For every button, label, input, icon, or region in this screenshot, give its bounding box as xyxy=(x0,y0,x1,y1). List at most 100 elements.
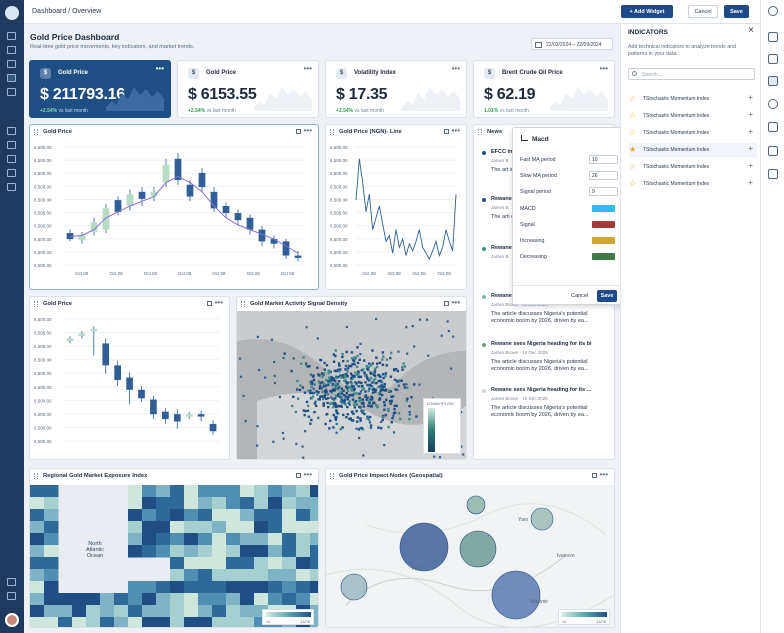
close-icon[interactable]: × xyxy=(748,25,754,36)
density-point xyxy=(393,378,397,382)
density-point xyxy=(338,395,342,399)
more-icon[interactable]: ••• xyxy=(599,64,608,73)
more-icon[interactable]: ••• xyxy=(451,126,460,135)
expand-icon[interactable] xyxy=(296,129,301,134)
gold-price-line-panel[interactable]: Gold Price (NGN)- Line ••• 6,500.00 6,500… xyxy=(325,124,467,290)
grid-icon[interactable] xyxy=(7,127,16,135)
drag-handle-icon[interactable] xyxy=(241,301,245,307)
expand-icon[interactable] xyxy=(444,301,449,306)
region-cell xyxy=(282,557,297,570)
grid-icon[interactable] xyxy=(7,60,16,68)
drag-handle-icon[interactable] xyxy=(34,473,38,479)
indicator-item[interactable]: ☆ TStochastic Momentum Index + xyxy=(629,93,753,103)
bubble-map-panel[interactable]: Gold Price Impact Nodes (Geospatial) •••… xyxy=(325,468,615,628)
drag-handle-icon[interactable] xyxy=(478,129,482,135)
density-point xyxy=(296,379,299,383)
grid-icon[interactable] xyxy=(7,141,16,149)
candle-body xyxy=(282,241,290,256)
grid-icon[interactable] xyxy=(7,88,16,96)
region-cell xyxy=(310,569,318,582)
gold-price-candle-panel-2[interactable]: Gold Price ••• 6,500.00 6,500.00 6,500.00 6… xyxy=(29,296,230,460)
increasing-color-swatch[interactable] xyxy=(592,237,615,244)
density-point xyxy=(408,417,411,421)
density-point xyxy=(371,362,374,365)
indicator-item[interactable]: ☆ TStochastic Momentum Index + xyxy=(629,161,753,171)
fast-ma-input[interactable]: 10 xyxy=(589,155,618,164)
slow-ma-input[interactable]: 26 xyxy=(589,171,618,180)
list-icon[interactable] xyxy=(768,169,778,179)
density-point xyxy=(310,418,313,422)
choropleth-map-panel[interactable]: Regional Gold Market Exposure Index ••• … xyxy=(29,468,319,628)
hierarchy-icon[interactable] xyxy=(768,122,778,132)
region-cell xyxy=(226,545,241,558)
region-cell xyxy=(128,581,143,594)
expand-icon[interactable] xyxy=(207,301,212,306)
grid-icon[interactable] xyxy=(7,46,16,54)
grid-icon[interactable] xyxy=(7,578,16,586)
grid-icon[interactable] xyxy=(7,592,16,600)
density-point xyxy=(273,360,276,364)
candle-body xyxy=(294,255,302,258)
grid-icon[interactable] xyxy=(7,32,16,40)
indicator-item[interactable]: ☆ TStochastic Momentum Index + xyxy=(629,127,753,137)
indicator-search-input[interactable]: Search... xyxy=(628,68,755,80)
drag-handle-icon[interactable] xyxy=(34,129,38,135)
more-icon[interactable]: ••• xyxy=(303,126,312,135)
more-icon[interactable]: ••• xyxy=(599,470,608,479)
region-cell xyxy=(170,533,185,546)
kpi-card[interactable]: $ Brent Crude Oil Price ••• $ 62.19 1.01… xyxy=(473,60,615,118)
cancel-button[interactable]: Cancel xyxy=(688,5,718,18)
grid-icon[interactable] xyxy=(7,155,16,163)
more-icon[interactable]: ••• xyxy=(451,298,460,307)
density-point xyxy=(381,358,384,361)
drag-handle-icon[interactable] xyxy=(330,129,334,135)
more-icon[interactable]: ••• xyxy=(303,470,312,479)
grid-icon[interactable] xyxy=(7,169,16,177)
signal-color-swatch[interactable] xyxy=(592,221,615,228)
region-cell xyxy=(310,545,318,558)
more-icon[interactable]: ••• xyxy=(214,298,223,307)
save-button[interactable]: Save xyxy=(724,5,749,18)
expand-icon[interactable] xyxy=(592,473,597,478)
density-map-panel[interactable]: Gold Market Activity Signal Density ••• … xyxy=(236,296,467,460)
region-cell xyxy=(296,533,311,546)
target-icon[interactable] xyxy=(768,99,778,109)
density-point xyxy=(368,415,372,419)
kpi-card[interactable]: $ Volatility Index ••• $ 17.35 +2.54% vs… xyxy=(325,60,467,118)
more-icon[interactable]: ••• xyxy=(451,64,460,73)
app-logo[interactable] xyxy=(5,6,19,20)
expand-icon[interactable] xyxy=(444,129,449,134)
grid-icon[interactable] xyxy=(7,74,16,82)
expand-icon[interactable] xyxy=(296,473,301,478)
date-range-picker[interactable]: 22/03/2024 – 22/09/2024 xyxy=(531,38,613,50)
region-cell xyxy=(198,581,213,594)
drag-handle-icon[interactable] xyxy=(34,301,38,307)
add-widget-button[interactable]: + Add Widget xyxy=(621,5,673,18)
grid-icon[interactable] xyxy=(768,54,778,64)
indicator-item[interactable]: ☆ TStochastic Momentum Index + xyxy=(629,178,753,188)
indicator-item[interactable]: ★ TStochastic Momentum Index + xyxy=(629,143,757,157)
gold-price-candle-panel[interactable]: Gold Price ••• 6,500.00 6,500.00 6,500.00 6… xyxy=(29,124,319,290)
drag-handle-icon[interactable] xyxy=(330,473,334,479)
modal-cancel-button[interactable]: Cancel xyxy=(571,293,589,299)
macd-color-swatch[interactable] xyxy=(592,205,615,212)
document-icon[interactable] xyxy=(768,146,778,156)
density-point xyxy=(309,373,312,376)
more-icon[interactable]: ••• xyxy=(155,64,164,73)
signal-period-input[interactable]: 9 xyxy=(589,187,618,196)
indicator-item[interactable]: ☆ TStochastic Momentum Index + xyxy=(629,110,753,120)
decreasing-color-swatch[interactable] xyxy=(592,253,615,260)
kpi-card[interactable]: $ Gold Price ••• $ 211793.16 +2.54% vs l… xyxy=(29,60,171,118)
kpi-label: Gold Price xyxy=(206,70,237,76)
kpi-card[interactable]: $ Gold Price ••• $ 6153.55 +2.54% vs las… xyxy=(177,60,319,118)
more-icon[interactable]: ••• xyxy=(303,64,312,73)
density-point xyxy=(371,388,375,391)
grid-icon[interactable] xyxy=(7,183,16,191)
density-point xyxy=(321,397,325,401)
clock-icon[interactable] xyxy=(768,6,778,16)
chart-icon[interactable] xyxy=(768,76,778,86)
avatar[interactable] xyxy=(5,613,19,627)
modal-save-button[interactable]: Save xyxy=(597,290,617,302)
menu-icon[interactable] xyxy=(768,32,778,42)
density-point xyxy=(292,357,295,360)
